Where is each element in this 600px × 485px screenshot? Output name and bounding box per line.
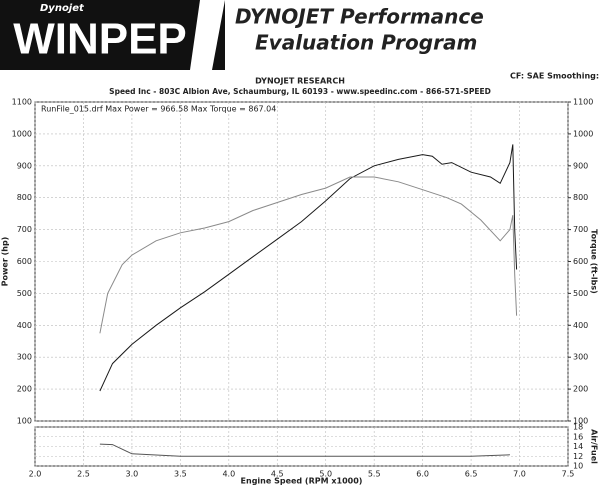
y2-axis-label: Torque (ft-lbs) xyxy=(590,229,599,294)
x-tick-label: 2.5 xyxy=(77,470,90,479)
logo: WINPEP xyxy=(13,15,187,64)
title-1: DYNOJET Performance xyxy=(235,5,484,29)
series-line xyxy=(99,144,518,392)
y2-axis-label: Air/Fuel xyxy=(590,429,599,464)
y2-tick-label: 700 xyxy=(573,225,588,234)
address: Speed Inc - 803C Albion Ave, Schaumburg,… xyxy=(109,87,491,96)
x-tick-label: 4.5 xyxy=(271,470,284,479)
y2-tick-label: 18 xyxy=(573,423,583,432)
x-tick-label: 7.0 xyxy=(513,470,526,479)
logo-slash xyxy=(190,0,225,70)
logo-box xyxy=(0,0,225,70)
x-tick-label: 6.0 xyxy=(416,470,429,479)
y2-tick-label: 1000 xyxy=(573,129,593,138)
y-tick-label: 600 xyxy=(17,257,32,266)
y-tick-label: 500 xyxy=(17,289,32,298)
y-tick-label: 200 xyxy=(17,385,32,394)
y2-tick-label: 800 xyxy=(573,193,588,202)
y-tick-label: 900 xyxy=(17,161,32,170)
settings: CF: SAE Smoothing: 5 xyxy=(510,72,600,81)
y2-tick-label: 100 xyxy=(573,417,588,426)
x-tick-label: 3.0 xyxy=(126,470,139,479)
series-line xyxy=(99,176,518,334)
y2-tick-label: 600 xyxy=(573,257,588,266)
x-tick-label: 5.0 xyxy=(319,470,332,479)
x-tick-label: 5.5 xyxy=(368,470,381,479)
y2-tick-label: 16 xyxy=(573,432,583,441)
x-axis-label: Engine Speed (RPM x1000) xyxy=(241,477,363,485)
x-tick-label: 7.5 xyxy=(562,470,575,479)
y-tick-label: 400 xyxy=(17,321,32,330)
series-line xyxy=(99,443,510,457)
y2-tick-label: 14 xyxy=(573,442,583,451)
annotation: RunFile_015.drf Max Power = 966.58 Max T… xyxy=(41,105,276,114)
title-2: Evaluation Program xyxy=(255,31,477,55)
x-tick-label: 4.0 xyxy=(222,470,235,479)
y-tick-label: 100 xyxy=(17,417,32,426)
y-tick-label: 800 xyxy=(17,193,32,202)
x-tick-label: 6.5 xyxy=(465,470,478,479)
y2-tick-label: 10 xyxy=(573,462,583,471)
y2-tick-label: 400 xyxy=(573,321,588,330)
y-axis-label: Power (hp) xyxy=(1,237,10,287)
y2-tick-label: 300 xyxy=(573,353,588,362)
y-tick-label: 700 xyxy=(17,225,32,234)
logo-small: Dynojet xyxy=(40,3,85,14)
y2-tick-label: 900 xyxy=(573,161,588,170)
y-tick-label: 1100 xyxy=(12,98,32,107)
y-tick-label: 1000 xyxy=(12,129,32,138)
x-tick-label: 2.0 xyxy=(29,470,42,479)
company: DYNOJET RESEARCH xyxy=(255,77,345,86)
y2-tick-label: 12 xyxy=(573,452,583,461)
y2-tick-label: 500 xyxy=(573,289,588,298)
y2-tick-label: 200 xyxy=(573,385,588,394)
y-tick-label: 300 xyxy=(17,353,32,362)
y2-tick-label: 1100 xyxy=(573,98,593,107)
x-tick-label: 3.5 xyxy=(174,470,187,479)
